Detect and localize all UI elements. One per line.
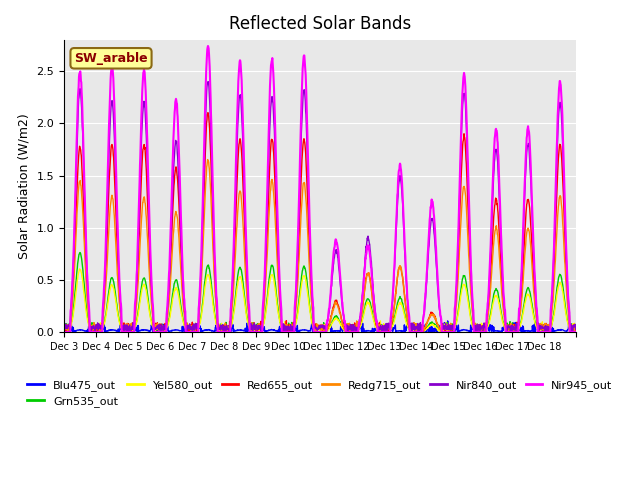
Redg715_out bbox=[566, 325, 573, 331]
Blu475_out bbox=[440, 320, 448, 325]
Line: Redg715_out: Redg715_out bbox=[64, 159, 576, 332]
Redg715_out bbox=[441, 327, 449, 333]
Redg715_out bbox=[140, 194, 148, 200]
Red655_out bbox=[297, 180, 305, 186]
Nir840_out bbox=[307, 254, 314, 260]
Blu475_out bbox=[306, 328, 314, 334]
Red655_out bbox=[566, 329, 573, 335]
Line: Nir945_out: Nir945_out bbox=[64, 46, 576, 332]
Nir840_out bbox=[566, 324, 573, 329]
Yel580_out bbox=[566, 325, 573, 331]
Grn535_out bbox=[297, 282, 305, 288]
Red655_out bbox=[572, 325, 580, 331]
Grn535_out bbox=[572, 325, 580, 331]
Grn535_out bbox=[566, 322, 573, 327]
Yel580_out bbox=[60, 325, 68, 331]
Yel580_out bbox=[566, 329, 573, 335]
Grn535_out bbox=[445, 329, 453, 335]
Grn535_out bbox=[76, 250, 84, 255]
Redg715_out bbox=[307, 282, 314, 288]
Yel580_out bbox=[307, 311, 314, 317]
Blu475_out bbox=[60, 328, 68, 334]
Nir945_out bbox=[572, 329, 580, 335]
Redg715_out bbox=[346, 329, 354, 335]
Nir945_out bbox=[140, 66, 148, 72]
Yel580_out bbox=[76, 266, 83, 272]
Red655_out bbox=[140, 142, 148, 148]
Line: Nir840_out: Nir840_out bbox=[64, 82, 576, 332]
Yel580_out bbox=[140, 283, 148, 288]
Nir840_out bbox=[297, 153, 305, 159]
Nir840_out bbox=[440, 327, 448, 333]
Yel580_out bbox=[516, 325, 524, 331]
Red655_out bbox=[516, 312, 524, 317]
Nir945_out bbox=[60, 329, 68, 335]
Line: Red655_out: Red655_out bbox=[64, 113, 576, 332]
Redg715_out bbox=[516, 313, 524, 319]
Legend: Blu475_out, Grn535_out, Yel580_out, Red655_out, Redg715_out, Nir840_out, Nir945_: Blu475_out, Grn535_out, Yel580_out, Red6… bbox=[23, 375, 617, 412]
Nir945_out bbox=[297, 130, 305, 135]
Redg715_out bbox=[60, 327, 68, 333]
Yel580_out bbox=[572, 326, 580, 332]
Nir945_out bbox=[516, 306, 524, 312]
Nir840_out bbox=[516, 304, 524, 310]
Nir945_out bbox=[566, 310, 573, 315]
Redg715_out bbox=[297, 221, 305, 227]
Line: Yel580_out: Yel580_out bbox=[64, 269, 576, 332]
Nir840_out bbox=[60, 327, 68, 333]
Line: Grn535_out: Grn535_out bbox=[64, 252, 576, 332]
Title: Reflected Solar Bands: Reflected Solar Bands bbox=[229, 15, 411, 33]
Text: SW_arable: SW_arable bbox=[74, 52, 148, 65]
Grn535_out bbox=[516, 323, 524, 329]
Blu475_out bbox=[566, 324, 573, 330]
Blu475_out bbox=[516, 324, 524, 329]
Blu475_out bbox=[388, 318, 396, 324]
Yel580_out bbox=[440, 324, 448, 330]
Nir945_out bbox=[440, 329, 448, 335]
Grn535_out bbox=[140, 275, 148, 281]
Red655_out bbox=[441, 323, 449, 329]
Nir840_out bbox=[140, 98, 148, 104]
Grn535_out bbox=[440, 324, 448, 330]
Nir840_out bbox=[204, 79, 212, 84]
Y-axis label: Solar Radiation (W/m2): Solar Radiation (W/m2) bbox=[18, 113, 31, 259]
Red655_out bbox=[60, 323, 68, 329]
Nir945_out bbox=[204, 43, 212, 49]
Nir945_out bbox=[307, 241, 314, 247]
Yel580_out bbox=[297, 288, 305, 294]
Blu475_out bbox=[140, 327, 148, 333]
Line: Blu475_out: Blu475_out bbox=[64, 321, 576, 332]
Blu475_out bbox=[296, 327, 304, 333]
Red655_out bbox=[204, 110, 212, 116]
Red655_out bbox=[289, 329, 296, 335]
Grn535_out bbox=[60, 324, 68, 330]
Grn535_out bbox=[307, 309, 314, 315]
Redg715_out bbox=[572, 325, 580, 331]
Red655_out bbox=[307, 277, 314, 283]
Blu475_out bbox=[572, 322, 580, 327]
Nir840_out bbox=[572, 327, 580, 333]
Nir840_out bbox=[470, 329, 478, 335]
Redg715_out bbox=[204, 156, 211, 162]
Blu475_out bbox=[498, 329, 506, 335]
